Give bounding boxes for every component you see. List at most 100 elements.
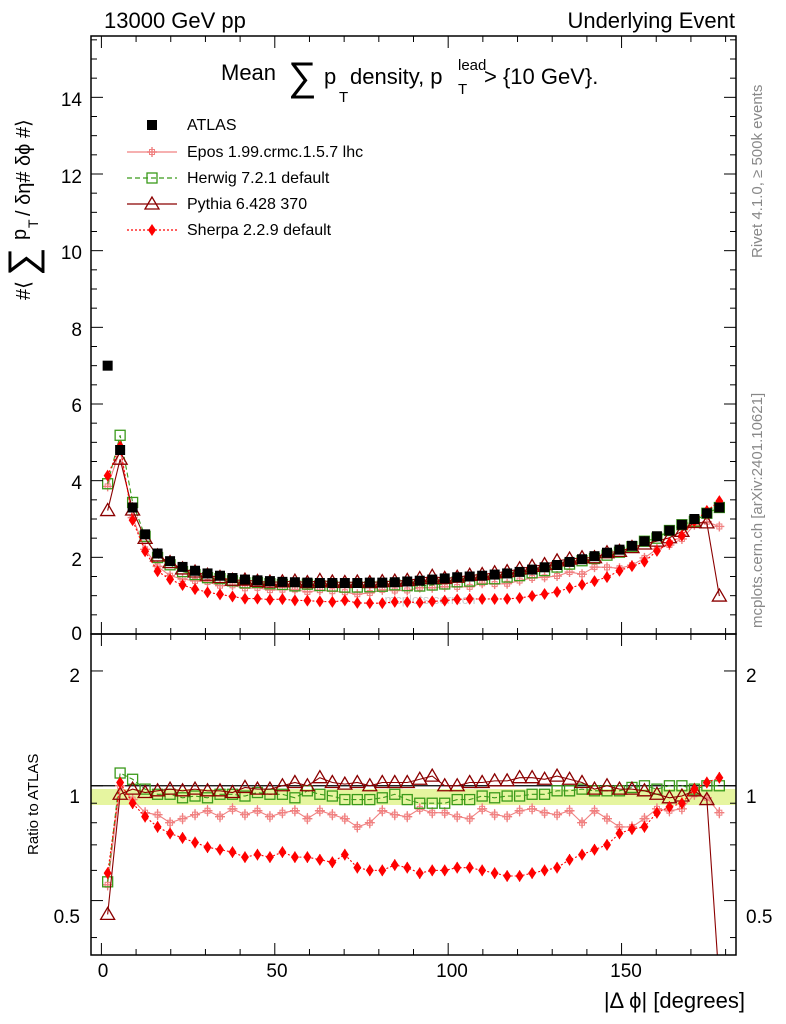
ratio-point-epos <box>402 811 413 822</box>
data-point-atlas <box>502 568 513 579</box>
legend-label-herwig: Herwig 7.2.1 default <box>187 170 330 187</box>
ratio-point-epos <box>227 803 238 814</box>
ratio-point-sherpa <box>603 838 611 851</box>
data-point-atlas <box>464 571 475 582</box>
ratio-point-sherpa <box>665 800 674 813</box>
ratio-point-sherpa <box>440 864 449 877</box>
ratio-point-herwig <box>139 783 151 795</box>
data-point-atlas <box>327 578 338 589</box>
ratio-point-epos <box>602 813 612 824</box>
data-point-epos <box>504 580 511 587</box>
ratio-point-sherpa <box>590 843 599 856</box>
data-point-epos <box>577 569 588 580</box>
ratio-point-epos <box>391 811 398 818</box>
data-point-epos <box>604 564 610 571</box>
data-point-atlas <box>614 544 625 555</box>
series-sherpa-ratio <box>103 771 724 883</box>
ratio-point-epos <box>277 807 288 818</box>
ratio-y-axis-label: Ratio to ATLAS <box>25 754 42 855</box>
data-point-sherpa <box>453 593 462 606</box>
ratio-point-pythia <box>623 780 641 795</box>
data-point-atlas <box>289 577 300 588</box>
ratio-point-epos <box>539 807 550 818</box>
ratio-point-herwig <box>339 793 351 806</box>
axis-ticks <box>91 36 736 955</box>
ratio-point-sherpa <box>390 858 399 871</box>
title-part: p <box>324 64 336 89</box>
ratio-point-epos <box>327 809 338 820</box>
ratio-point-pythia <box>311 769 329 784</box>
data-point-pythia <box>111 450 129 465</box>
ratio-point-epos <box>354 823 361 830</box>
ratio-point-epos <box>254 807 261 814</box>
ratio-point-sherpa <box>265 851 274 864</box>
ratio-point-pythia <box>536 770 553 785</box>
top-y-tick-label: 10 <box>61 243 82 264</box>
data-point-sherpa <box>216 588 224 601</box>
ratio-point-pythia <box>324 774 341 789</box>
ratio-line-herwig <box>107 772 720 882</box>
data-point-atlas <box>639 536 650 547</box>
data-point-sherpa <box>578 578 587 591</box>
ratio-point-pythia <box>149 782 166 797</box>
data-point-atlas <box>402 576 413 587</box>
ratio-point-sherpa <box>652 806 661 819</box>
ratio-point-herwig <box>314 788 326 800</box>
data-point-atlas <box>676 519 687 530</box>
data-point-sherpa <box>191 583 200 596</box>
ratio-point-epos <box>714 807 725 818</box>
ratio-point-herwig <box>376 792 388 804</box>
ratio-point-pythia <box>474 774 491 789</box>
data-point-atlas <box>452 572 463 583</box>
ratio-point-sherpa <box>690 783 699 796</box>
data-point-atlas <box>389 577 400 588</box>
data-point-epos <box>202 576 213 587</box>
header-right-label: Underlying Event <box>567 8 735 33</box>
x-tick-label: 0 <box>98 961 109 982</box>
ratio-point-pythia <box>523 769 541 784</box>
series-epos-top <box>102 445 725 600</box>
data-point-atlas <box>527 564 538 575</box>
ratio-point-pythia <box>136 784 154 799</box>
legend-marker-atlas <box>147 120 157 130</box>
x-tick-label: 50 <box>266 961 287 982</box>
data-point-sherpa <box>503 592 512 605</box>
ratio-point-sherpa <box>178 831 187 844</box>
data-point-sherpa <box>340 594 349 607</box>
top-y-tick-label: 12 <box>61 167 82 188</box>
ratio-point-epos <box>204 807 211 814</box>
data-point-sherpa <box>166 573 175 586</box>
data-point-epos <box>591 564 598 571</box>
ratio-point-herwig <box>214 788 226 800</box>
legend-label-epos: Epos 1.99.crmc.1.5.7 lhc <box>187 144 363 161</box>
data-point-epos <box>366 589 373 596</box>
ratio-point-herwig <box>538 788 551 800</box>
ratio-point-sherpa <box>166 827 175 840</box>
data-point-sherpa <box>515 591 524 604</box>
ratio-point-herwig <box>289 792 301 804</box>
ratio-point-epos <box>529 805 536 812</box>
data-point-epos <box>539 572 550 583</box>
ratio-point-sherpa <box>565 853 574 866</box>
title-part: lead <box>458 57 486 74</box>
ratio-point-pythia <box>249 780 266 795</box>
ratio-point-sherpa <box>203 841 212 854</box>
ylabel-part: T <box>25 219 41 228</box>
ratio-point-sherpa <box>640 820 649 833</box>
data-point-atlas <box>215 570 225 581</box>
ratio-point-sherpa <box>503 870 512 883</box>
x-tick-label: 100 <box>436 961 468 982</box>
data-point-sherpa <box>378 597 387 610</box>
top-y-tick-label: 0 <box>71 624 82 645</box>
ratio-point-pythia <box>511 769 528 784</box>
top-y-tick-label: 8 <box>71 320 82 341</box>
top-y-axis-label: #⟨ ∑ p T / δη# δϕ #⟩ <box>1 119 45 300</box>
ratio-point-epos <box>454 813 461 820</box>
data-point-sherpa <box>353 596 362 609</box>
ratio-point-herwig <box>351 793 363 806</box>
ratio-y-tick-label-left: 1 <box>69 787 80 808</box>
series-pythia-ratio <box>99 767 718 955</box>
ratio-point-sherpa <box>478 864 487 877</box>
ratio-point-epos <box>429 809 436 816</box>
ratio-point-epos <box>202 805 213 816</box>
